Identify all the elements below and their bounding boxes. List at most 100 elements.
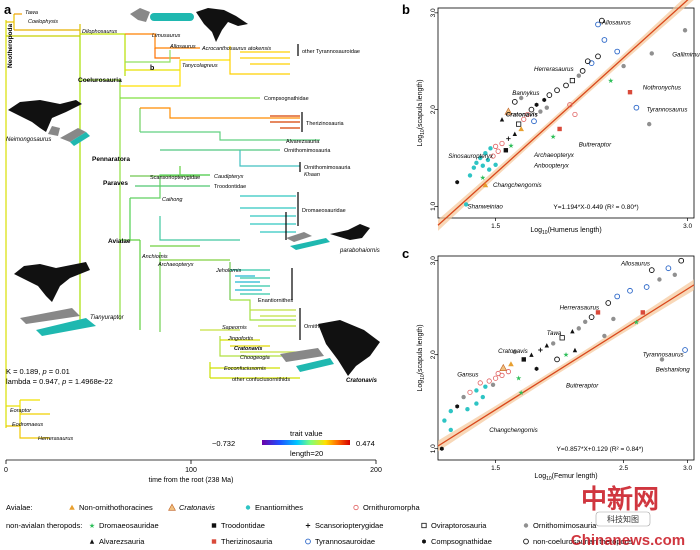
c-point-31 — [583, 319, 588, 325]
svg-text:★: ★ — [550, 133, 556, 141]
b-point-32 — [504, 107, 513, 115]
legend-row2-marker-2 — [305, 523, 311, 528]
c-point-label-4: Tyrannosaurus — [643, 352, 684, 359]
svg-text:★: ★ — [480, 174, 486, 182]
b-point-36: ★ — [550, 133, 556, 141]
b-point-22 — [518, 126, 524, 132]
c-point-21 — [529, 352, 534, 357]
legend-row1-marker-2 — [245, 505, 251, 510]
legend-row3-marker-3 — [422, 539, 426, 544]
b-point-41 — [579, 68, 586, 74]
label-parabohaiornis: parabohaiornis — [339, 248, 380, 254]
b-point-23 — [521, 116, 527, 122]
b-point-45 — [601, 37, 608, 43]
svg-text:★: ★ — [515, 375, 521, 383]
panel-b-equation: Y=1.194*X-0.449 (R² = 0.80*) — [553, 204, 638, 211]
b-point-16: ★ — [480, 174, 486, 182]
c-point-7 — [483, 384, 488, 389]
b-point-20 — [512, 131, 517, 137]
trait-max: 0.474 — [356, 439, 375, 448]
c-point-45 — [682, 347, 688, 353]
c-point-33 — [595, 310, 601, 315]
c-point-48 — [439, 446, 444, 451]
b-point-54 — [614, 48, 621, 55]
legend-row2-marker-4 — [523, 523, 529, 528]
taxon-herrerasaurus: Herrerasaurus — [38, 436, 73, 442]
c-point-53 — [602, 333, 607, 339]
panel-label-b: b — [402, 2, 410, 17]
clade-labels: Neotheropoda Coelurosauria Pennaratora P… — [7, 24, 131, 245]
c-point-25 — [551, 341, 556, 346]
b-point-label-0: Allosaurus — [601, 19, 631, 26]
stats-k: K = 0.189, p = 0.01 — [6, 367, 70, 376]
parabohaiornis-silhouette: parabohaiornis — [286, 224, 380, 254]
b-point-18 — [506, 136, 511, 141]
c-point-label-5: Gansus — [457, 371, 478, 378]
scatter-panel-b: 1.5 3.0 1.0 2.0 3.0 ★ ★ ★ ★ Allosaurus Gallimimu… — [417, 0, 700, 236]
taxon-tawa: Tawa — [25, 10, 38, 16]
c-point-24 — [544, 343, 549, 348]
stats-lambda: lambda = 0.947, p = 1.4968e-22 — [6, 377, 113, 386]
c-point-12 — [499, 363, 508, 371]
c-point-8 — [486, 378, 492, 384]
svg-text:★: ★ — [508, 142, 514, 150]
b-point-55 — [572, 111, 578, 118]
b-point-25 — [528, 106, 535, 113]
c-point-52 — [572, 347, 578, 353]
trait-gradient-bar — [262, 440, 350, 445]
neimongosaurus-silhouette: Neimongosaurus — [6, 100, 90, 146]
legend-row3-label-3: Compsognathidae — [431, 537, 492, 546]
b-point-51 — [647, 121, 652, 127]
b-point-13 — [499, 140, 505, 147]
b-point-label-12: Shanweiniao — [467, 203, 503, 210]
b-point-0 — [463, 202, 469, 207]
legend-row2-marker-0: ★ — [89, 522, 95, 530]
trait-legend-title: trait value — [290, 429, 323, 438]
c-point-16 — [480, 394, 485, 400]
c-point-label-6: Buitreraptor — [566, 383, 599, 390]
legend-row3-marker-0 — [89, 539, 95, 544]
legend-avialae-title: Avialae: — [6, 503, 33, 512]
c-point-50 — [512, 349, 517, 355]
c-point-41 — [648, 267, 655, 273]
b-point-49 — [627, 89, 633, 95]
watermark-badge: 科技知图 — [607, 514, 639, 524]
b-point-33 — [499, 117, 505, 122]
panel-b-ci-band — [438, 0, 694, 231]
c-point-49 — [448, 427, 453, 433]
clade-neotheropoda: Neotheropoda — [7, 24, 14, 68]
c-point-4 — [467, 389, 473, 395]
watermark: 中新网 科技知图 Chinanews.com — [571, 484, 685, 549]
c-point-18 — [508, 361, 514, 367]
c-point-37 — [627, 287, 633, 294]
c-point-label-8: Changchengornis — [489, 427, 538, 434]
allosaurus-silhouette — [130, 8, 248, 42]
legend-row1-label-0: Non-ornithothoracines — [79, 503, 153, 512]
panel-label-a: a — [4, 2, 12, 17]
c-point-46 — [659, 357, 665, 362]
legend-nonavialan-title: non-avialan theropods: — [6, 521, 82, 530]
b-point-3 — [471, 165, 477, 170]
b-ytick-1: 2.0 — [430, 105, 437, 114]
c-point-22 — [534, 366, 539, 372]
legend-row2-marker-3 — [421, 522, 427, 529]
c-point-19: ★ — [515, 375, 521, 383]
b-point-52 — [649, 51, 654, 56]
b-point-19: ★ — [508, 142, 514, 150]
clade-coelurosauria: Coelurosauria — [78, 77, 122, 84]
taxon-labels: Tawa Coelophysis Dilophosaurus Limusauru… — [10, 10, 360, 442]
taxon-anchiornis: Anchiornis — [141, 254, 168, 260]
b-point-24 — [524, 111, 531, 118]
legend-row1-marker-0 — [69, 504, 75, 510]
trait-legend: trait value −0.732 0.474 length=20 — [212, 429, 375, 458]
b-point-17 — [503, 148, 509, 153]
b-point-7 — [483, 150, 488, 156]
b-point-26 — [531, 118, 537, 125]
svg-text:★: ★ — [89, 522, 95, 530]
c-point-34 — [605, 300, 612, 306]
c-ytick-1: 2.0 — [430, 350, 437, 359]
taxon-jeholornis: Jeholornis — [215, 268, 241, 274]
c-point-26 — [554, 356, 560, 363]
phylogeny-tree: Neotheropoda Coelurosauria Pennaratora P… — [4, 8, 382, 484]
